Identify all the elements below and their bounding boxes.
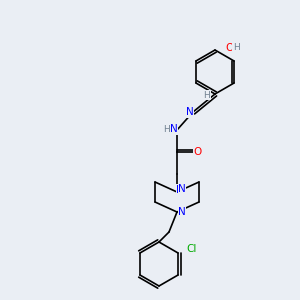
Text: O: O [194, 147, 202, 157]
Text: Cl: Cl [187, 244, 197, 254]
Text: N: N [178, 207, 186, 217]
Text: H: H [204, 91, 210, 100]
Text: N: N [186, 107, 194, 117]
Text: N: N [178, 184, 186, 194]
Text: O: O [225, 43, 233, 53]
Text: H: H [232, 44, 239, 52]
Text: H: H [164, 124, 170, 134]
Text: N: N [176, 185, 184, 195]
Text: N: N [170, 124, 178, 134]
